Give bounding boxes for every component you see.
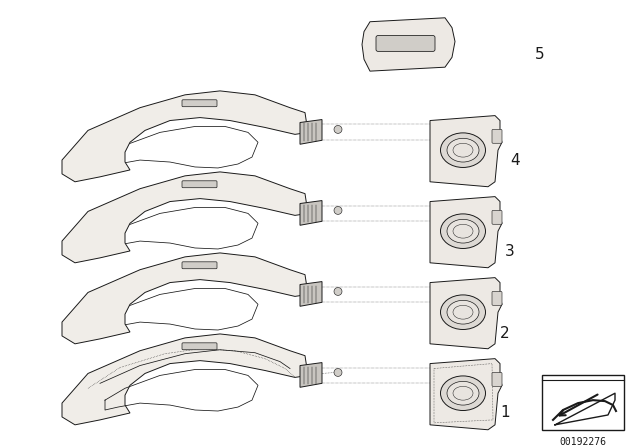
Polygon shape	[300, 362, 322, 387]
Text: 2: 2	[500, 327, 509, 341]
Ellipse shape	[447, 381, 479, 405]
Ellipse shape	[440, 295, 486, 329]
Polygon shape	[430, 278, 502, 349]
FancyBboxPatch shape	[376, 35, 435, 52]
Polygon shape	[300, 201, 322, 225]
Polygon shape	[430, 116, 502, 187]
Text: 00192276: 00192276	[559, 437, 607, 447]
Circle shape	[334, 125, 342, 134]
FancyBboxPatch shape	[182, 100, 217, 107]
Polygon shape	[300, 120, 322, 144]
Ellipse shape	[440, 214, 486, 249]
FancyBboxPatch shape	[182, 262, 217, 269]
Ellipse shape	[447, 220, 479, 243]
FancyBboxPatch shape	[492, 211, 502, 224]
Text: 3: 3	[505, 245, 515, 259]
Ellipse shape	[447, 300, 479, 324]
Bar	[542, 375, 624, 430]
FancyBboxPatch shape	[492, 292, 502, 305]
Circle shape	[334, 369, 342, 376]
Polygon shape	[300, 282, 322, 306]
Text: 4: 4	[510, 153, 520, 168]
Ellipse shape	[440, 133, 486, 168]
FancyBboxPatch shape	[492, 372, 502, 386]
Polygon shape	[62, 253, 308, 344]
Polygon shape	[430, 197, 502, 268]
FancyBboxPatch shape	[492, 129, 502, 143]
FancyBboxPatch shape	[182, 343, 217, 350]
Text: 5: 5	[535, 47, 545, 62]
FancyBboxPatch shape	[182, 181, 217, 188]
Polygon shape	[430, 359, 502, 430]
Ellipse shape	[440, 376, 486, 410]
Polygon shape	[62, 172, 308, 263]
Ellipse shape	[447, 138, 479, 162]
Polygon shape	[62, 91, 308, 182]
Circle shape	[334, 207, 342, 215]
Text: 1: 1	[500, 405, 509, 421]
Circle shape	[334, 288, 342, 295]
Polygon shape	[62, 334, 308, 425]
Polygon shape	[362, 18, 455, 71]
